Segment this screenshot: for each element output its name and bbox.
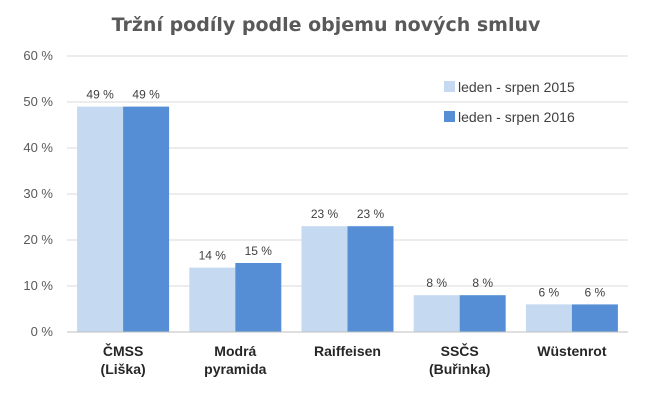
legend-label: leden - srpen 2016 — [458, 109, 575, 125]
data-label: 8 % — [472, 276, 493, 290]
data-label: 15 % — [245, 244, 273, 258]
data-label: 6 % — [585, 285, 606, 299]
data-label: 6 % — [539, 285, 560, 299]
data-label: 8 % — [426, 276, 447, 290]
x-tick-label: SSČS — [441, 342, 479, 359]
bar — [347, 226, 394, 332]
y-tick-label: 0 % — [31, 324, 54, 339]
x-tick-label: (Buřinka) — [429, 361, 490, 377]
y-tick-label: 10 % — [23, 278, 53, 293]
bar — [123, 106, 170, 332]
x-tick-label: ČMSS — [103, 342, 143, 359]
x-tick-label: Raiffeisen — [314, 343, 381, 359]
bar — [189, 267, 236, 332]
y-tick-label: 40 % — [23, 140, 53, 155]
bar — [413, 295, 460, 332]
x-tick-label: Wüstenrot — [537, 343, 607, 359]
x-tick-label: pyramida — [204, 361, 266, 377]
bar — [77, 106, 124, 332]
y-tick-label: 30 % — [23, 186, 53, 201]
x-tick-label: (Liška) — [101, 361, 146, 377]
bar — [571, 304, 618, 332]
data-label: 49 % — [86, 88, 114, 102]
bar — [301, 226, 348, 332]
bar — [235, 263, 282, 332]
y-tick-label: 20 % — [23, 232, 53, 247]
legend-swatch — [444, 81, 455, 92]
x-tick-label: Modrá — [214, 343, 256, 359]
legend-swatch — [444, 111, 455, 122]
data-label: 49 % — [132, 88, 160, 102]
data-label: 23 % — [311, 207, 339, 221]
data-label: 14 % — [199, 249, 227, 263]
chart-title: Tržní podíly podle objemu nových smluv — [111, 14, 541, 36]
bar — [459, 295, 506, 332]
y-tick-label: 60 % — [23, 48, 53, 63]
legend-label: leden - srpen 2015 — [458, 79, 575, 95]
y-tick-label: 50 % — [23, 94, 53, 109]
bar — [525, 304, 572, 332]
data-label: 23 % — [357, 207, 385, 221]
